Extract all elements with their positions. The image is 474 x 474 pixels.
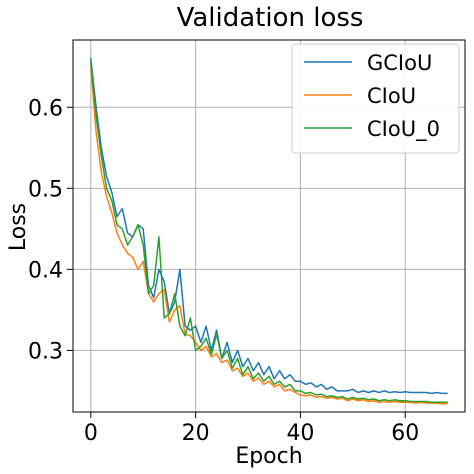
x-ticks: 0 20 40 60 [84, 412, 419, 446]
plot-frame [72, 39, 466, 413]
plot-lines [90, 57, 448, 405]
x-tick-label: 60 [391, 421, 419, 446]
y-axis-label: Loss [6, 203, 31, 251]
y-ticks: 0.3 0.4 0.5 0.6 [28, 96, 73, 364]
y-tick-label: 0.4 [28, 258, 63, 283]
series-line-ciou_0 [90, 61, 448, 404]
legend: GCIoU CIoU CIoU_0 [291, 43, 460, 154]
series-line-ciou [90, 65, 448, 405]
chart-title: Validation loss [177, 3, 364, 33]
x-axis-label: Epoch [235, 444, 302, 469]
legend-label: GCIoU [367, 51, 432, 75]
legend-label: CIoU_0 [367, 117, 440, 142]
legend-label: CIoU [367, 84, 416, 108]
x-tick-label: 0 [84, 421, 98, 446]
y-tick-label: 0.5 [28, 177, 63, 202]
legend-box [291, 43, 460, 154]
x-tick-label: 40 [286, 421, 314, 446]
x-tick-label: 20 [182, 421, 210, 446]
y-tick-label: 0.3 [28, 339, 63, 364]
y-tick-label: 0.6 [28, 96, 63, 121]
